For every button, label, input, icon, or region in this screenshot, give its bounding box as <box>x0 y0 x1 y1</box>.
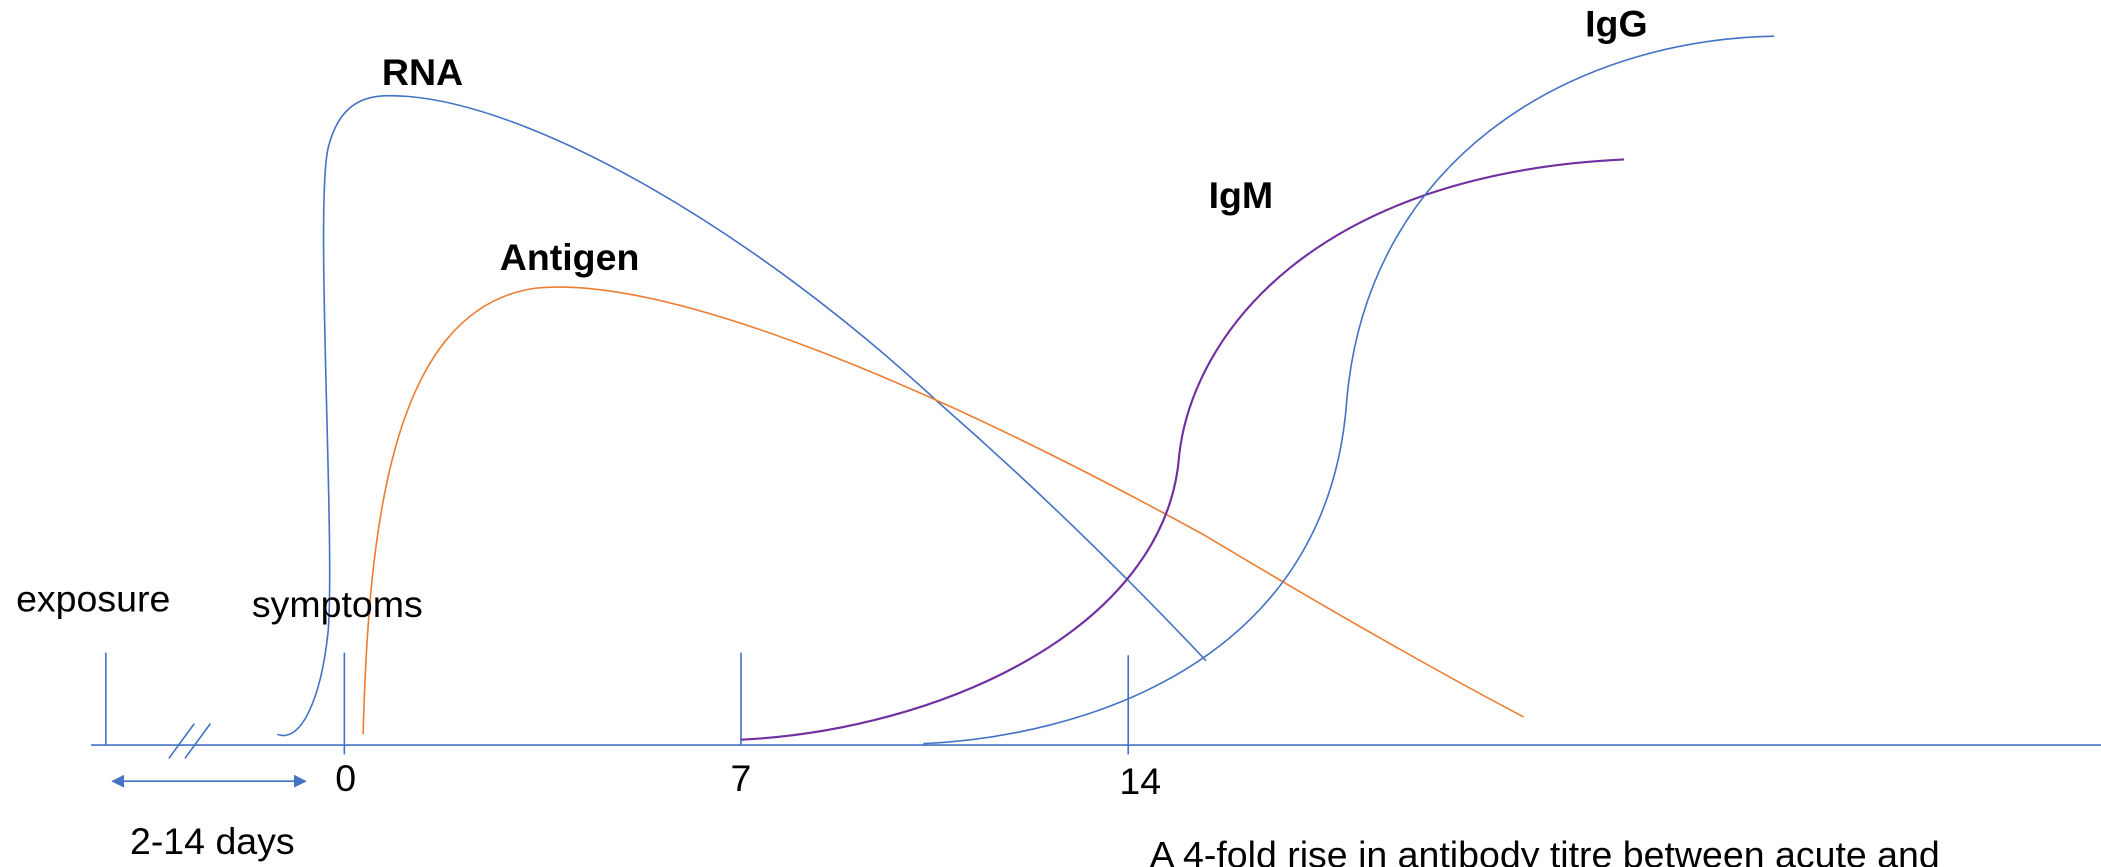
tick-label: 0 <box>335 757 356 799</box>
tick-label: 14 <box>1119 760 1161 802</box>
igg-curve <box>923 35 1775 745</box>
antigen-label: Antigen <box>500 236 640 278</box>
tick-label: 7 <box>731 757 752 799</box>
igm-label: IgM <box>1209 174 1274 216</box>
igg-label: IgG <box>1585 3 1647 45</box>
exposure-label: exposure <box>16 578 170 620</box>
axis-break <box>184 723 212 759</box>
igm-curve <box>740 158 1625 741</box>
symptoms-label: symptoms <box>252 583 423 625</box>
antigen-curve <box>362 286 1524 735</box>
rna-label: RNA <box>382 51 463 93</box>
axis-break <box>168 723 195 759</box>
rna-curve <box>277 94 1207 737</box>
note: A 4-fold rise in antibody titre between … <box>1150 833 1940 867</box>
incubation-label: 2-14 days <box>130 820 295 862</box>
